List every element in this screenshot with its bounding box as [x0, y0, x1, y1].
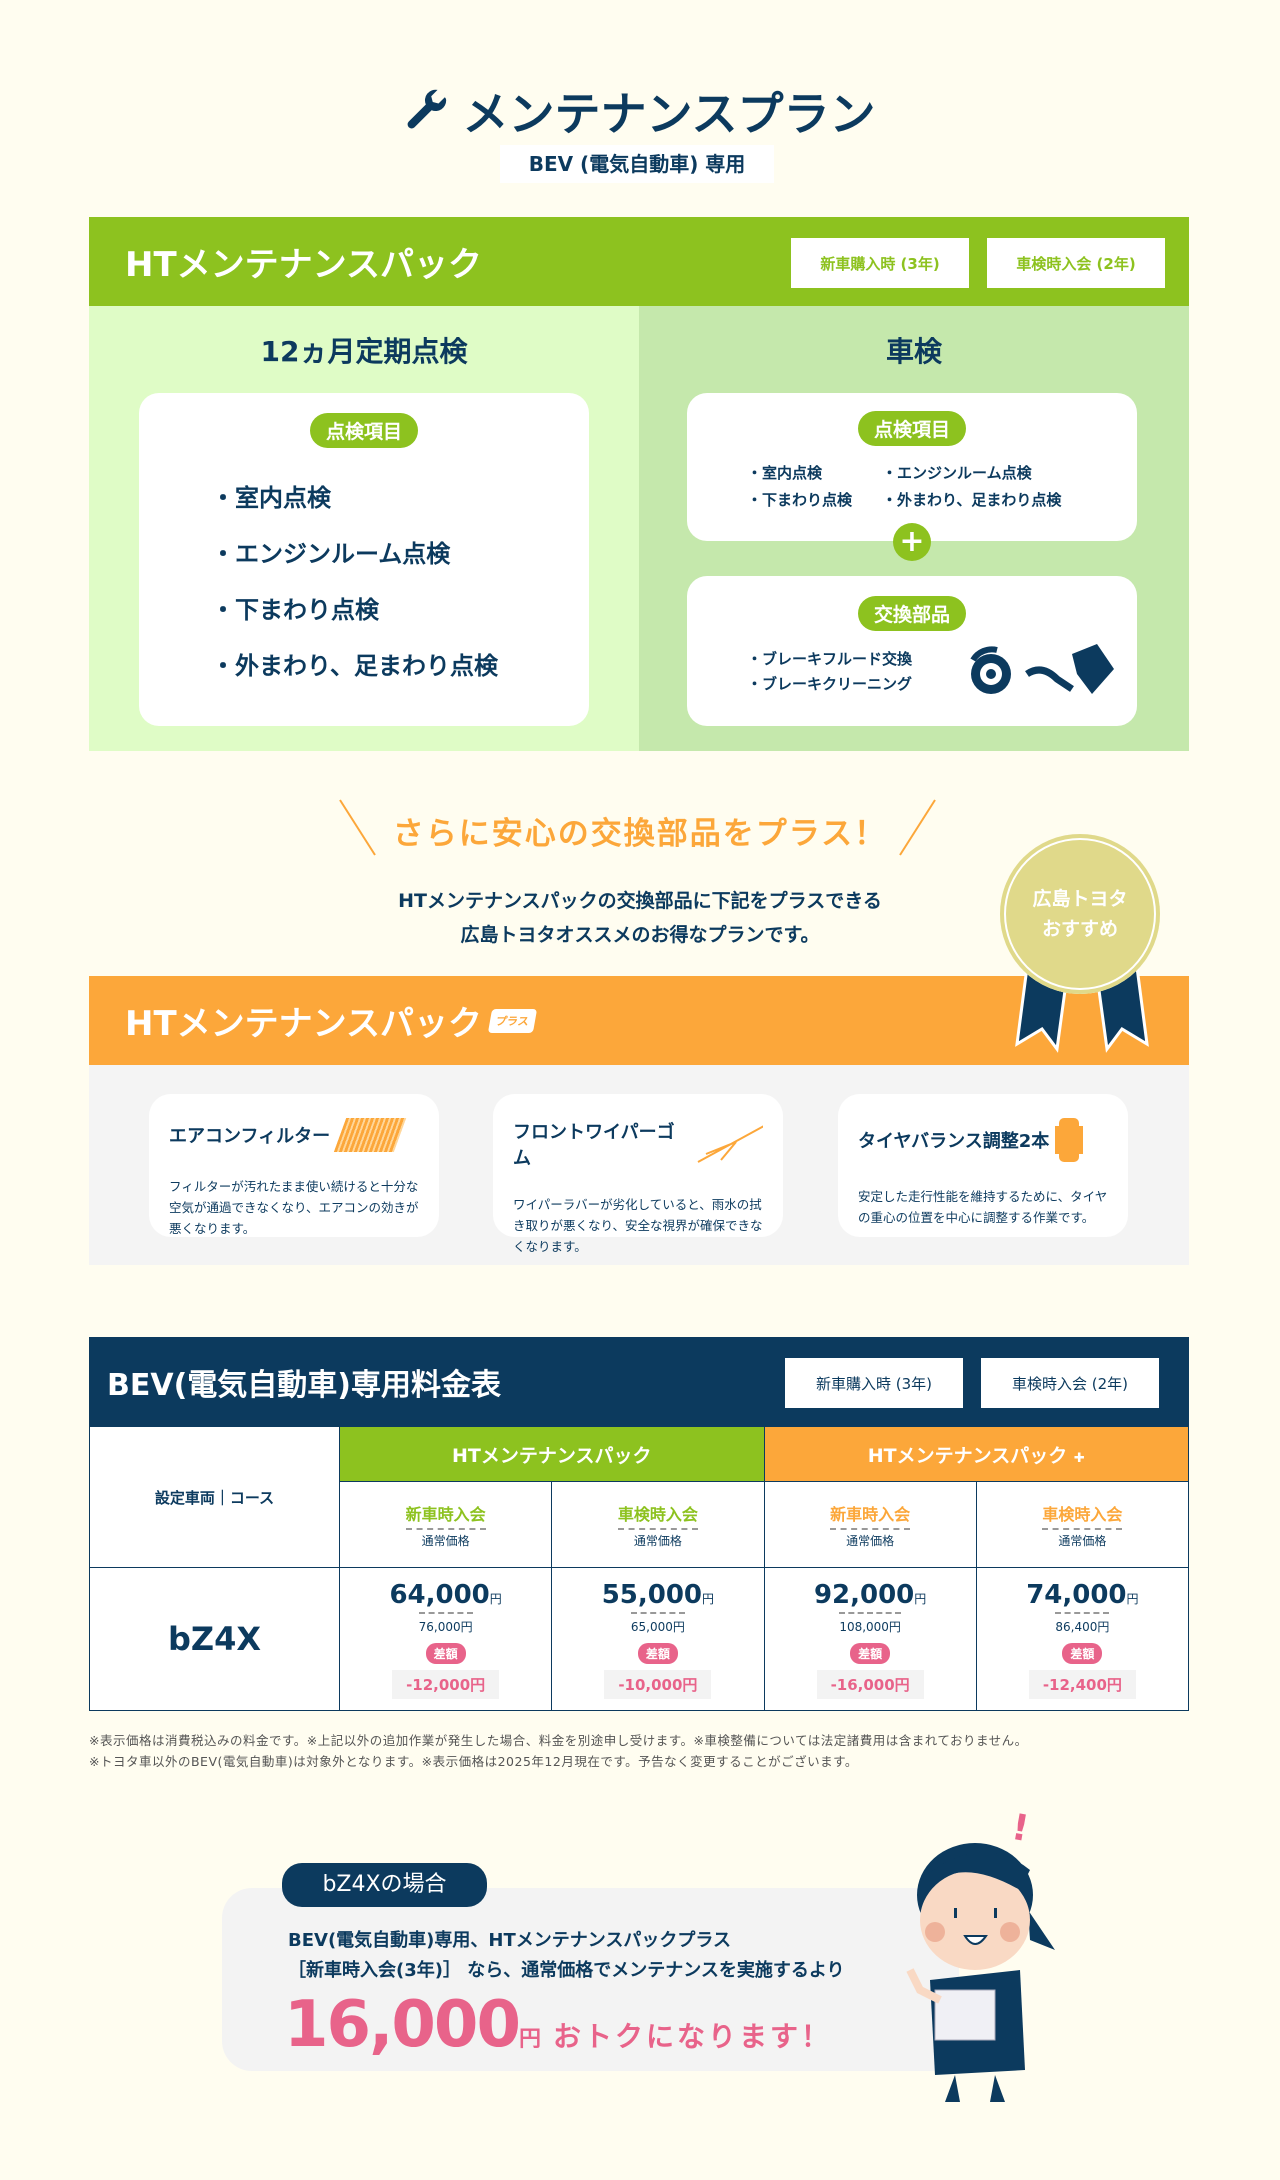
new-car-button[interactable]: 新車購入時 (3年) — [785, 1358, 963, 1408]
price-table-title: BEV(電気自動車)専用料金表 — [107, 1367, 501, 1403]
list-item: ・室内点検 — [747, 464, 823, 482]
ht-plus-title: HTメンテナンスパック — [125, 1004, 482, 1044]
page-title: メンテナンスプラン — [0, 78, 1280, 144]
wrench-icon — [408, 89, 447, 129]
ht-pack-title: HTメンテナンスパック — [125, 245, 482, 285]
feature-card: タイヤバランス調整2本 安定した走行性能を維持するために、タイヤの重心の位置を中… — [838, 1094, 1128, 1237]
column-header: 新車時入会 通常価格 — [763, 1481, 977, 1568]
plus-mark-icon: プラス — [487, 1008, 537, 1033]
list-item: ・エンジンルーム点検 — [882, 464, 1032, 482]
periodic-panel: 12ヵ月定期点検 点検項目 ・室内点検 ・エンジンルーム点検 ・下まわり点検 ・… — [89, 306, 639, 751]
vehicle-name: bZ4X — [89, 1567, 340, 1711]
list-item: ・下まわり点検 — [747, 491, 853, 509]
shaken-join-button[interactable]: 車検時入会 (2年) — [981, 1358, 1159, 1408]
list-item: ・ブレーキクリーニング — [747, 675, 913, 693]
price-cell: 55,000円 65,000円 差額 -10,000円 — [551, 1567, 765, 1711]
example-box: BEV(電気自動車)専用、HTメンテナンスパックプラス ［新車時入会(3年)］ … — [222, 1888, 959, 2071]
subtitle: BEV (電気自動車) 専用 — [500, 145, 774, 183]
air-filter-icon — [333, 1118, 407, 1152]
plus-icon: + — [893, 523, 931, 561]
example-tag: bZ4Xの場合 — [282, 1863, 487, 1907]
accent-line-right — [899, 799, 936, 856]
shaken-panel: 車検 点検項目 ・室内点検 ・エンジンルーム点検 ・下まわり点検 ・外まわり、足… — [639, 306, 1189, 751]
price-cell: 92,000円 108,000円 差額 -16,000円 — [763, 1567, 977, 1711]
wiper-icon — [697, 1125, 763, 1163]
promo-text: HTメンテナンスパックの交換部品に下記をプラスできる 広島トヨタオススメのお得なプ… — [398, 890, 882, 946]
row-header: 設定車両｜コース — [89, 1426, 340, 1568]
inspection-badge: 点検項目 — [309, 413, 418, 448]
note: ※表示価格は消費税込みの料金です。※上記以外の追加作業が発生した場合、料金を別途… — [89, 1733, 1028, 1748]
price-table-header: BEV(電気自動車)専用料金表 新車購入時 (3年) 車検時入会 (2年) — [89, 1337, 1189, 1426]
list-item: ・エンジンルーム点検 — [211, 540, 451, 568]
price-cell: 64,000円 76,000円 差額 -12,000円 — [338, 1567, 553, 1711]
title-text: メンテナンスプラン — [462, 87, 876, 141]
shaken-join-button[interactable]: 車検時入会 (2年) — [987, 238, 1165, 288]
group-header-plus: HTメンテナンスパック ✚ — [763, 1426, 1189, 1482]
list-item: ・ブレーキフルード交換 — [747, 650, 913, 668]
example-line1: BEV(電気自動車)専用、HTメンテナンスパックプラス — [288, 1930, 732, 1951]
feature-card: フロントワイパーゴム ワイパーラバーが劣化していると、雨水の拭き取りが悪くなり、… — [493, 1094, 783, 1254]
note: ※トヨタ車以外のBEV(電気自動車)は対象外となります。※表示価格は2025年1… — [89, 1754, 858, 1769]
brake-pedal-icon — [1025, 644, 1114, 694]
ht-pack-header: HTメンテナンスパック 新車購入時 (3年) 車検時入会 (2年) — [89, 217, 1189, 306]
price-cell: 74,000円 86,400円 差額 -12,400円 — [975, 1567, 1190, 1711]
tire-icon — [1059, 1118, 1080, 1162]
example-line2: ［新車時入会(3年)］ なら、通常価格でメンテナンスを実施するより — [288, 1960, 845, 1981]
column-header: 車検時入会 通常価格 — [975, 1481, 1190, 1568]
ht-plus-header: HTメンテナンスパック プラス — [89, 976, 1189, 1065]
column-header: 車検時入会 通常価格 — [551, 1481, 765, 1568]
accent-line-left — [339, 799, 376, 856]
promo-headline: さらに安心の交換部品をプラス！ — [392, 816, 888, 852]
list-item: ・外まわり、足まわり点検 — [882, 491, 1062, 509]
new-car-button[interactable]: 新車購入時 (3年) — [791, 238, 969, 288]
recommend-badge: 広島トヨタ おすすめ — [1000, 834, 1160, 1064]
feature-card: エアコンフィルター フィルターが汚れたまま使い続けると十分な空気が通過できなくな… — [149, 1094, 439, 1237]
list-item: ・室内点検 — [211, 484, 331, 512]
column-header: 新車時入会 通常価格 — [338, 1481, 553, 1568]
brake-disc-icon — [970, 646, 1011, 694]
list-item: ・下まわり点検 — [211, 596, 379, 624]
shaken-title: 車検 — [885, 335, 942, 368]
staff-character-icon — [906, 1843, 1055, 2102]
parts-badge: 交換部品 — [857, 596, 966, 631]
table-row: bZ4X 64,000円 76,000円 差額 -12,000円 55,000円 65,… — [89, 1567, 1190, 1711]
price-table: 設定車両｜コース HTメンテナンスパック HTメンテナンスパック ✚ 新車時入会… — [89, 1426, 1190, 1711]
periodic-title: 12ヵ月定期点検 — [260, 335, 468, 368]
group-header-standard: HTメンテナンスパック — [339, 1426, 765, 1482]
list-item: ・外まわり、足まわり点検 — [211, 652, 499, 680]
plus-mark-icon: ✚ — [1073, 1450, 1085, 1466]
savings: 16,000 円おトクになります！ — [284, 1988, 832, 2062]
inspection-badge: 点検項目 — [857, 411, 966, 446]
